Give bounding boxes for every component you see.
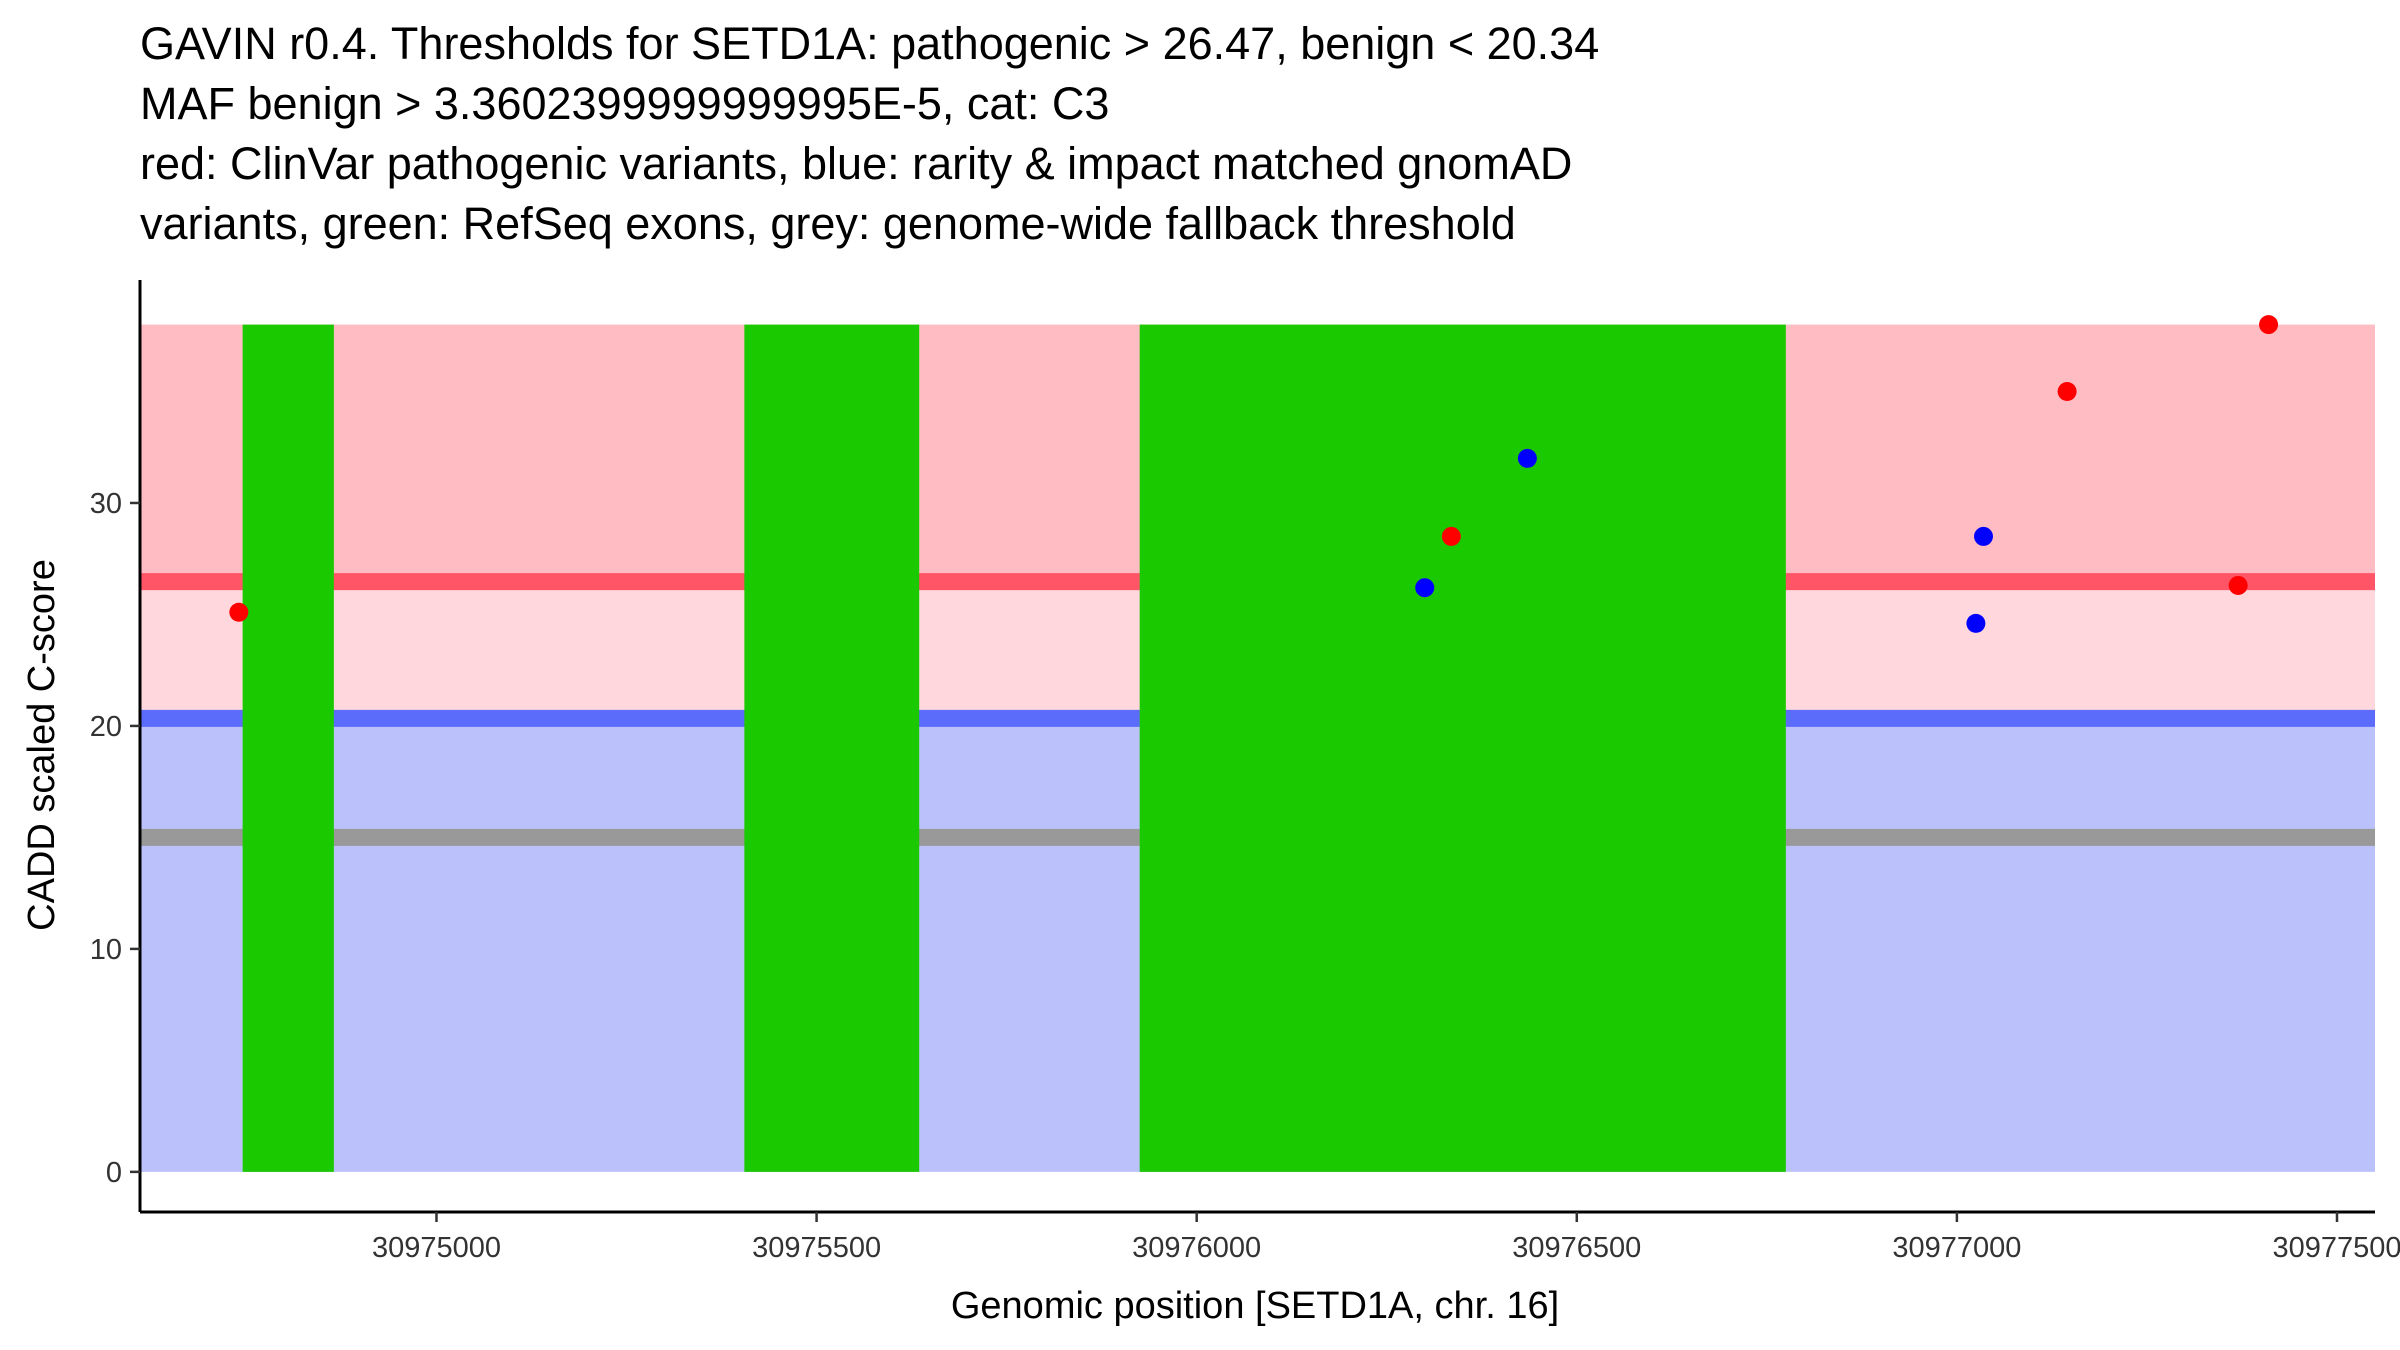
x-tick-label-30977500: 30977500 [2272, 1232, 2400, 1264]
y-tick-label-10: 10 [90, 934, 122, 966]
clinvar-point-2 [1441, 526, 1461, 546]
x-tick-label-30976000: 30976000 [1132, 1232, 1261, 1264]
clinvar-point-4 [2228, 575, 2248, 595]
chart-title: GAVIN r0.4. Thresholds for SETD1A: patho… [140, 14, 2380, 254]
y-tick-label-20: 20 [90, 711, 122, 743]
y-axis-title: CADD scaled C-score [21, 559, 63, 931]
axes: 0 10 20 30 30975000 30975500 30976000 30976500 3… [90, 280, 2400, 1264]
x-axis-title: Genomic position [SETD1A, chr. 16] [951, 1285, 1559, 1327]
exon-bars [242, 324, 1786, 1172]
y-tick-label-0: 0 [106, 1157, 122, 1189]
clinvar-point-5 [2259, 315, 2279, 335]
y-tick-label-30: 30 [90, 488, 122, 520]
title-line-2: MAF benign > 3.3602399999999995E-5, cat:… [140, 78, 1110, 129]
gnomad-point-4 [1973, 526, 1993, 546]
clinvar-point-3 [2057, 381, 2077, 401]
clinvar-point-1 [229, 602, 249, 622]
title-line-1: GAVIN r0.4. Thresholds for SETD1A: patho… [140, 18, 1600, 69]
exon-bar-1 [242, 324, 334, 1172]
x-tick-label-30977000: 30977000 [1892, 1232, 2021, 1264]
gnomad-point-3 [1966, 613, 1986, 633]
exon-bar-2 [744, 324, 920, 1172]
x-tick-label-30975000: 30975000 [372, 1232, 501, 1264]
gnomad-point-1 [1415, 578, 1435, 598]
gnomad-point-2 [1517, 448, 1537, 468]
variant-points [229, 315, 2279, 633]
title-line-4: variants, green: RefSeq exons, grey: gen… [140, 198, 1516, 249]
title-line-3: red: ClinVar pathogenic variants, blue: … [140, 138, 1573, 189]
exon-bar-3 [1139, 324, 1786, 1172]
x-tick-label-30976500: 30976500 [1512, 1232, 1641, 1264]
x-tick-label-30975500: 30975500 [752, 1232, 881, 1264]
